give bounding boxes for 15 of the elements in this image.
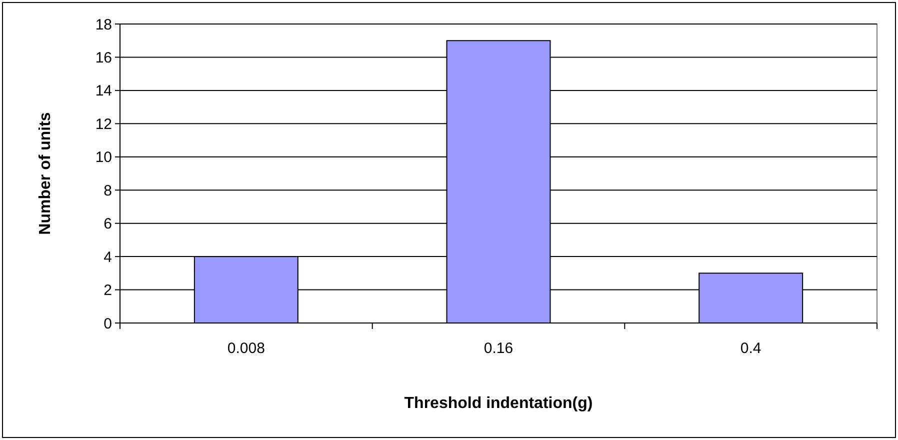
y-tick-label: 0 (104, 315, 112, 332)
y-tick-label: 4 (104, 248, 112, 266)
x-tick-label: 0.4 (740, 340, 762, 357)
y-tick-label: 10 (95, 149, 112, 166)
y-tick-label: 6 (104, 216, 112, 233)
x-tick-label: 0.008 (227, 340, 265, 357)
y-axis-title: Number of units (37, 112, 54, 235)
y-tick-label: 14 (95, 82, 112, 100)
y-tick-label: 2 (104, 282, 112, 300)
x-tick-label: 0.16 (484, 340, 514, 357)
y-tick-label: 12 (95, 116, 112, 133)
y-tick-label: 8 (104, 182, 112, 200)
y-tick-label: 18 (95, 16, 112, 34)
y-tick-label: 16 (95, 49, 112, 66)
x-axis-title: Threshold indentation(g) (404, 395, 593, 412)
